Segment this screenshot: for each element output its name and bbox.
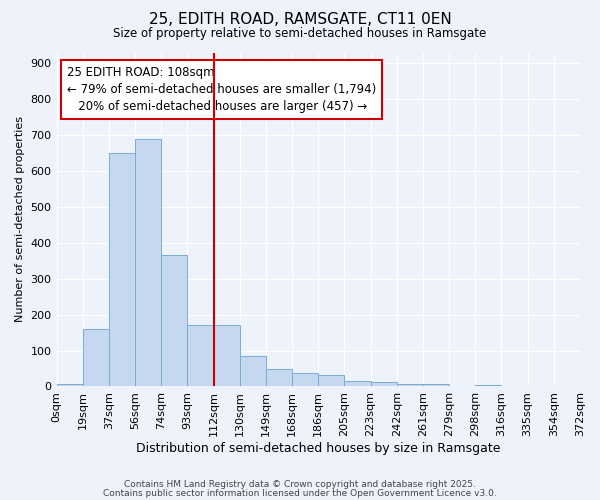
- Text: Contains public sector information licensed under the Open Government Licence v3: Contains public sector information licen…: [103, 488, 497, 498]
- Text: 25, EDITH ROAD, RAMSGATE, CT11 0EN: 25, EDITH ROAD, RAMSGATE, CT11 0EN: [149, 12, 451, 28]
- Bar: [109, 153, 135, 386]
- Bar: [240, 356, 266, 386]
- Bar: [214, 326, 240, 386]
- Bar: [371, 382, 397, 386]
- Bar: [56, 384, 83, 386]
- Bar: [423, 384, 449, 386]
- Text: 25 EDITH ROAD: 108sqm
← 79% of semi-detached houses are smaller (1,794)
   20% o: 25 EDITH ROAD: 108sqm ← 79% of semi-deta…: [67, 66, 376, 113]
- Bar: [135, 138, 161, 386]
- Bar: [318, 375, 344, 386]
- Bar: [187, 326, 214, 386]
- X-axis label: Distribution of semi-detached houses by size in Ramsgate: Distribution of semi-detached houses by …: [136, 442, 500, 455]
- Bar: [397, 384, 423, 386]
- Bar: [83, 329, 109, 386]
- Bar: [292, 373, 318, 386]
- Bar: [266, 368, 292, 386]
- Text: Size of property relative to semi-detached houses in Ramsgate: Size of property relative to semi-detach…: [113, 28, 487, 40]
- Y-axis label: Number of semi-detached properties: Number of semi-detached properties: [15, 116, 25, 322]
- Text: Contains HM Land Registry data © Crown copyright and database right 2025.: Contains HM Land Registry data © Crown c…: [124, 480, 476, 489]
- Bar: [161, 256, 187, 386]
- Bar: [475, 385, 502, 386]
- Bar: [344, 382, 371, 386]
